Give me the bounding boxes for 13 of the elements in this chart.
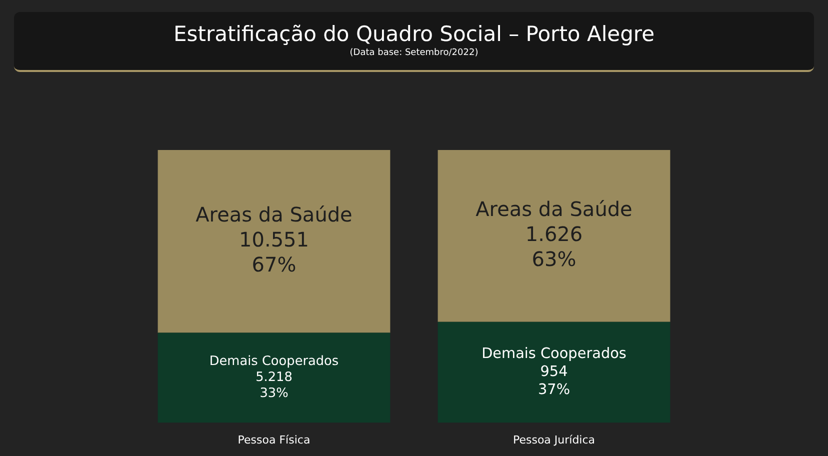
series-label: Areas da Saúde bbox=[196, 202, 352, 227]
text: Areas da Saúde bbox=[476, 197, 632, 222]
chart-subtitle: (Data base: Setembro/2022) bbox=[348, 48, 480, 58]
chart-title: Estratificação do Quadro Social – Porto Alegre bbox=[172, 22, 656, 46]
series-label: Demais Cooperados bbox=[209, 354, 339, 370]
data-label: 10.551 67% bbox=[239, 228, 309, 277]
x-tick-label: Pessoa Física bbox=[238, 433, 310, 446]
data-label: 1.626 63% bbox=[525, 222, 583, 272]
header-panel: Estratificação do Quadro Social – Porto Alegre (Data base: Setembro/2022) bbox=[14, 12, 814, 72]
x-tick-label: Pessoa Jurídica bbox=[512, 433, 596, 446]
text: Demais Cooperados bbox=[482, 346, 626, 362]
data-label: 954 37% bbox=[538, 364, 570, 398]
data-label: 5.218 33% bbox=[256, 370, 292, 402]
